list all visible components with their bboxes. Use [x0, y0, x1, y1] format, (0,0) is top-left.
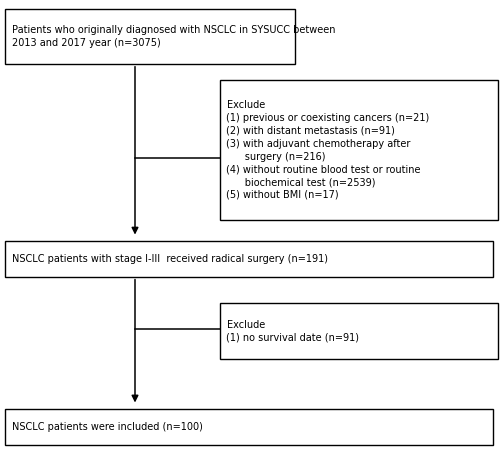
FancyBboxPatch shape — [220, 80, 497, 220]
FancyBboxPatch shape — [5, 9, 295, 64]
FancyBboxPatch shape — [5, 409, 492, 445]
FancyBboxPatch shape — [5, 241, 492, 277]
Text: Exclude
(1) no survival date (n=91): Exclude (1) no survival date (n=91) — [226, 320, 360, 342]
Text: Exclude
(1) previous or coexisting cancers (n=21)
(2) with distant metastasis (n: Exclude (1) previous or coexisting cance… — [226, 100, 430, 200]
Text: NSCLC patients with stage I-III  received radical surgery (n=191): NSCLC patients with stage I-III received… — [12, 254, 328, 264]
FancyBboxPatch shape — [220, 303, 497, 359]
Text: NSCLC patients were included (n=100): NSCLC patients were included (n=100) — [12, 422, 202, 432]
Text: Patients who originally diagnosed with NSCLC in SYSUCC between
2013 and 2017 yea: Patients who originally diagnosed with N… — [12, 25, 335, 48]
